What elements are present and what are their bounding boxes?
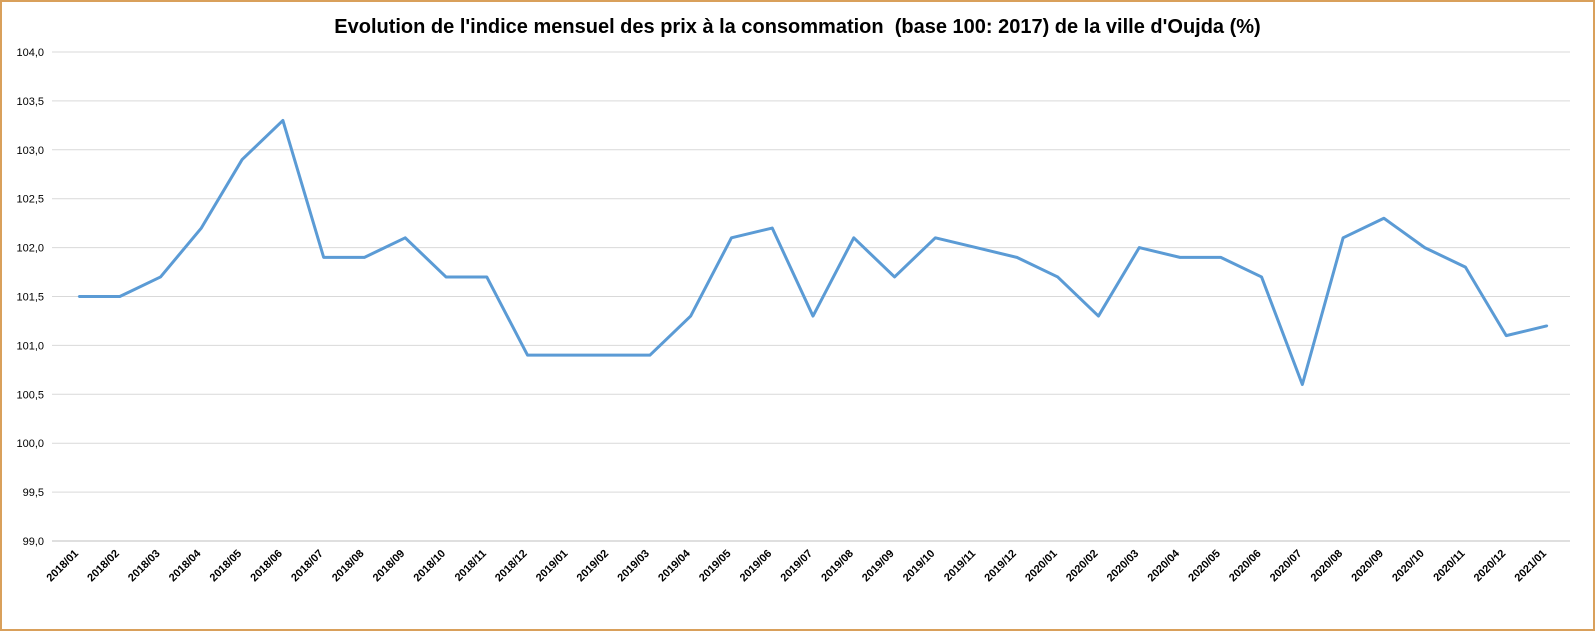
x-tick-label: 2018/07	[289, 548, 326, 585]
x-tick-label: 2019/06	[738, 548, 775, 585]
data-point	[771, 226, 774, 230]
data-point	[281, 119, 285, 122]
y-tick-label: 100,0	[16, 438, 44, 450]
x-tick-label: 2019/02	[575, 548, 612, 585]
x-tick-label: 2020/12	[1472, 548, 1509, 585]
x-tick-label: 2018/05	[208, 548, 245, 585]
data-point	[811, 314, 815, 318]
data-point	[1423, 246, 1426, 249]
y-tick-label: 104,0	[16, 47, 44, 59]
x-tick-label: 2020/05	[1186, 548, 1223, 585]
data-point	[1015, 256, 1019, 259]
x-tick-label: 2020/10	[1390, 548, 1427, 585]
data-point	[1464, 265, 1467, 269]
chart-title: Evolution de l'indice mensuel des prix à…	[334, 16, 1261, 38]
gridlines	[52, 51, 1570, 542]
data-point	[1097, 314, 1100, 318]
data-point	[567, 353, 570, 357]
x-tick-label: 2020/09	[1349, 548, 1386, 585]
series-layer	[77, 118, 1549, 387]
y-tick-label: 99,0	[23, 536, 44, 548]
y-tick-label: 100,5	[16, 389, 44, 401]
data-point	[77, 295, 81, 298]
y-tick-label: 102,0	[16, 243, 44, 255]
x-tick-label: 2020/02	[1064, 548, 1101, 585]
x-tick-label: 2018/02	[85, 548, 122, 585]
x-tick-label: 2019/10	[901, 548, 938, 585]
x-tick-label: 2019/04	[656, 547, 693, 584]
x-tick-label: 2020/03	[1105, 548, 1142, 585]
x-tick-label: 2019/08	[819, 548, 856, 585]
data-point	[526, 353, 529, 357]
x-tick-label: 2019/12	[982, 548, 1019, 585]
data-point	[1138, 246, 1141, 249]
x-tick-label: 2020/01	[1023, 548, 1060, 585]
x-tick-label: 2018/12	[493, 548, 530, 585]
x-tick-label: 2020/07	[1268, 548, 1305, 585]
data-point	[893, 275, 896, 279]
data-point	[1056, 275, 1059, 279]
data-point	[1545, 324, 1549, 328]
x-tick-label: 2018/08	[330, 548, 367, 585]
data-point	[322, 256, 325, 259]
data-point	[1341, 236, 1345, 240]
data-point	[1382, 217, 1386, 220]
x-axis-ticks: 2018/01 2018/02 2018/03 2018/04 2018/05 2018/…	[45, 547, 1550, 584]
x-tick-label: 2020/06	[1227, 548, 1264, 585]
data-point	[118, 295, 121, 298]
x-tick-label: 2019/05	[697, 548, 734, 585]
x-tick-label: 2020/04	[1146, 547, 1183, 584]
data-point	[1301, 383, 1304, 386]
y-tick-label: 101,0	[16, 340, 44, 352]
data-point	[1260, 275, 1263, 279]
data-point	[852, 236, 855, 240]
data-point	[730, 236, 733, 240]
x-tick-label: 2019/01	[534, 548, 571, 585]
data-point	[974, 246, 978, 249]
x-tick-label: 2018/09	[371, 548, 408, 585]
y-tick-label: 99,5	[23, 487, 44, 499]
x-tick-label: 2021/01	[1513, 548, 1550, 585]
x-tick-label: 2019/11	[942, 548, 978, 584]
data-point	[159, 275, 162, 279]
data-point	[648, 353, 652, 357]
y-tick-label: 103,5	[16, 96, 44, 108]
x-tick-label: 2019/09	[860, 548, 897, 585]
x-tick-label: 2019/07	[779, 548, 816, 585]
data-point	[934, 236, 937, 240]
data-point	[607, 353, 611, 357]
x-tick-label: 2020/08	[1309, 548, 1346, 585]
y-axis-ticks: 99,0 99,5 100,0 100,5 101,0 101,5 102,0 102,5 10…	[16, 47, 44, 548]
data-point	[240, 158, 244, 161]
data-point	[444, 275, 448, 279]
x-tick-label: 2018/04	[167, 547, 204, 584]
data-point	[404, 236, 407, 240]
x-tick-label: 2018/03	[126, 548, 163, 585]
data-point	[485, 275, 488, 279]
data-point	[1505, 334, 1508, 337]
data-point	[1219, 256, 1222, 259]
y-tick-label: 101,5	[16, 292, 44, 304]
x-tick-label: 2020/11	[1431, 548, 1467, 584]
x-tick-label: 2018/11	[453, 548, 489, 584]
data-point	[363, 256, 366, 259]
x-tick-label: 2019/03	[615, 548, 652, 585]
x-tick-label: 2018/10	[412, 548, 449, 585]
x-tick-label: 2018/06	[248, 548, 285, 585]
y-tick-label: 103,0	[16, 145, 44, 157]
data-point	[1178, 256, 1182, 259]
data-point	[200, 226, 203, 230]
y-tick-label: 102,5	[16, 194, 44, 206]
data-point	[689, 314, 692, 318]
x-tick-label: 2018/01	[45, 548, 82, 585]
